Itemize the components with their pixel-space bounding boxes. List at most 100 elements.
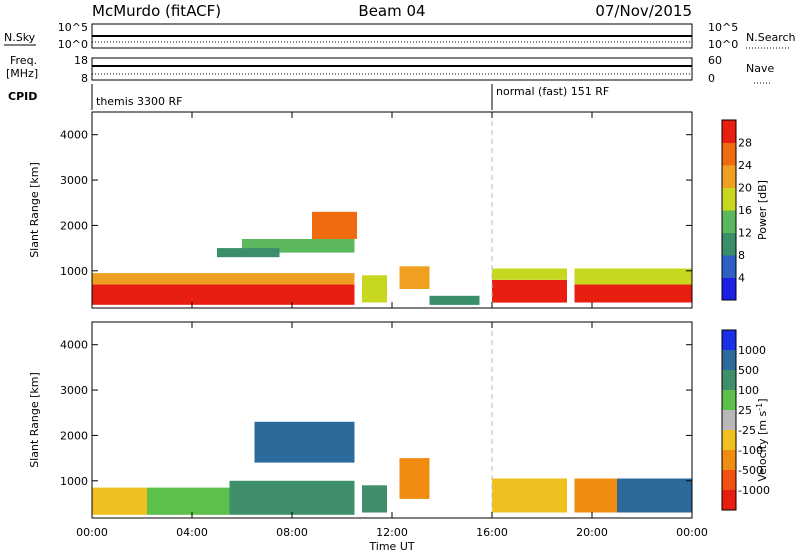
scatter-region-0 [92,284,355,305]
velocity-ylabel: Slant Range [km] [28,372,41,468]
nsky-label: N.Sky [4,31,36,44]
nsky-tick-top: 10^5 [58,21,88,34]
power-y-ticks: 1000 2000 3000 4000 [60,129,692,278]
colorbar-tick-label: 25 [738,404,752,417]
colorbar-tick-label: 1000 [738,344,766,357]
scatter-region-7 [574,478,617,513]
nsearch-label: N.Search [746,31,796,44]
velocity-colorbar: 1000 500 100 25 -25 -100 -500 -1000 [721,329,770,511]
date-title: 07/Nov/2015 [595,2,692,20]
scatter-region-2 [229,480,355,515]
colorbar-segment [722,370,736,391]
time-tick-label: 00:00 [676,526,708,539]
power-colorbar-label: Power [dB] [756,180,769,240]
scatter-region-5 [362,275,387,303]
scatter-region-10 [574,284,692,303]
scatter-region-9 [492,268,567,280]
colorbar-segment [722,330,736,351]
time-tick-label: 12:00 [376,526,408,539]
time-tick-label: 08:00 [276,526,308,539]
velocity-colorbar-label-sup: -1 [755,403,764,411]
colorbar-tick-label: 20 [738,182,752,195]
colorbar-segment [722,430,736,451]
cpid-label: CPID [8,90,37,103]
velocity-colorbar-label-text: Velocity [m s [756,410,769,481]
power-ylabel: Slant Range [km] [28,162,41,258]
velocity-data [92,421,692,515]
beam-title: Beam 04 [358,2,425,20]
station-title: McMurdo (fitACF) [92,2,221,20]
velocity-panel: 1000 2000 3000 4000 Slant Range [km] 1000 50… [28,321,770,519]
colorbar-segment [722,390,736,411]
time-tick-label: 04:00 [176,526,208,539]
colorbar-frame [721,329,737,511]
colorbar-segment [722,450,736,471]
scatter-region-5 [399,458,430,499]
y-tick-label: 4000 [60,339,88,352]
colorbar-tick-label: -100 [738,444,763,457]
colorbar-segment [722,187,736,211]
cpid-mode-1: themis 3300 RF [96,95,183,108]
scatter-region-6 [492,478,567,513]
colorbar-segment [722,165,736,188]
power-colorbar: 4 8 12 16 20 24 28 [721,119,752,301]
freq-panel [91,57,693,81]
y-tick-label: 4000 [60,129,88,142]
scatter-region-3 [254,421,355,463]
freq-tick-bottom: 8 [81,72,88,85]
scatter-region-6 [399,266,430,289]
time-axis-title: Time UT [368,540,414,553]
y-tick-label: 3000 [60,174,88,187]
colorbar-tick-label: 100 [738,384,759,397]
freq-trace [92,65,692,75]
time-axis-labels: 00:00 04:00 08:00 12:00 16:00 20:00 00:00 [76,526,708,539]
nave-label: Nave [746,62,774,75]
scatter-region-1 [92,273,355,285]
colorbar-segment [722,350,736,371]
scatter-region-7 [429,295,480,305]
colorbar-segment [722,490,736,511]
scatter-region-0 [92,487,147,515]
colorbar-tick-label: 28 [738,137,752,150]
scatter-region-11 [574,268,692,285]
y-tick-label: 1000 [60,475,88,488]
scatter-region-8 [492,279,567,303]
scatter-region-3 [312,211,357,239]
velocity-x-ticks [91,322,693,518]
nsky-tick-bottom: 10^0 [58,38,88,51]
colorbar-tick-label: -1000 [738,484,770,497]
nsearch-tick-top: 10^5 [708,21,738,34]
scatter-region-4 [362,485,387,513]
nsky-trace [92,35,692,43]
time-tick-label: 20:00 [576,526,608,539]
colorbar-segment [722,120,736,143]
nave-tick-bottom: 0 [708,72,715,85]
colorbar-tick-label: -500 [738,464,763,477]
y-tick-label: 3000 [60,384,88,397]
colorbar-tick-label: 24 [738,159,752,172]
power-x-ticks [91,112,693,308]
colorbar-frame [721,119,737,301]
colorbar-tick-label: 8 [738,249,745,262]
freq-unit: [MHz] [6,67,38,80]
freq-tick-top: 18 [74,54,88,67]
cpid-mode-2: normal (fast) 151 RF [496,85,609,98]
colorbar-tick-label: 500 [738,364,759,377]
velocity-colorbar-label-close: ] [756,398,769,402]
power-data [92,211,692,305]
colorbar-segment [722,142,736,166]
colorbar-tick-label: 12 [738,227,752,240]
colorbar-segment [722,277,736,301]
velocity-y-ticks: 1000 2000 3000 4000 [60,339,692,488]
colorbar-segment [722,210,736,233]
y-tick-label: 2000 [60,219,88,232]
nsearch-tick-bottom: 10^0 [708,38,738,51]
colorbar-segment [722,410,736,431]
freq-label: Freq. [10,54,37,67]
colorbar-segment [722,255,736,278]
velocity-colorbar-label: Velocity [m s-1] [755,398,769,481]
scatter-region-1 [147,487,230,515]
time-tick-label: 16:00 [476,526,508,539]
